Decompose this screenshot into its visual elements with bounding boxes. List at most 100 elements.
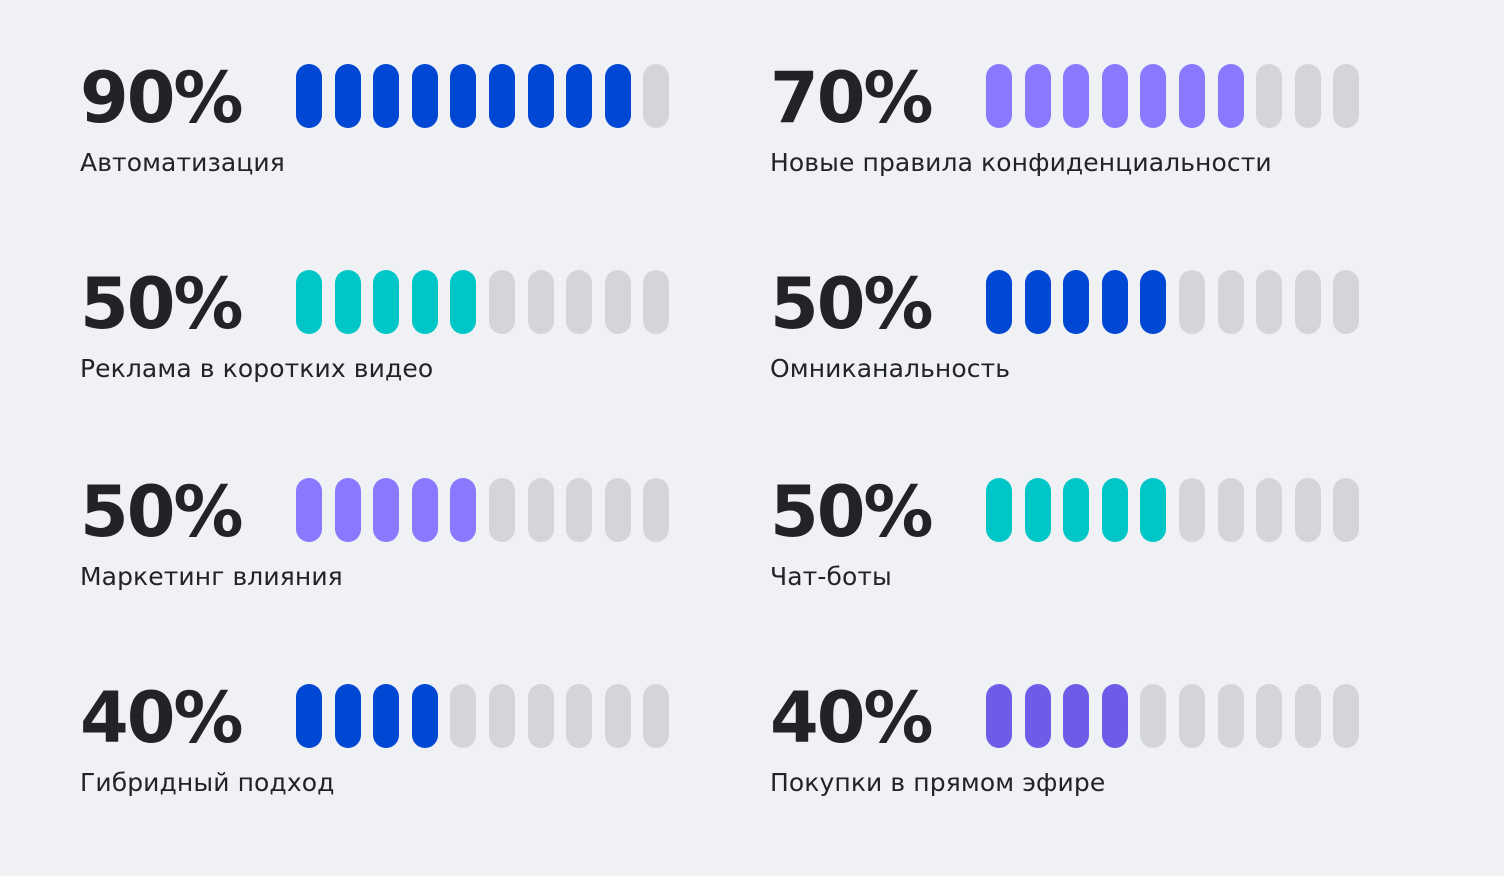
stat-label: Новые правила конфиденциальности bbox=[770, 148, 1272, 177]
stat-value: 50% bbox=[770, 263, 934, 345]
stat-value: 90% bbox=[80, 57, 244, 139]
stat-label: Омниканальность bbox=[770, 354, 1011, 383]
bar-segment-filled bbox=[986, 64, 1012, 128]
bar-segment-filled bbox=[986, 684, 1012, 748]
bar-segment-filled bbox=[1101, 478, 1128, 542]
stat-label: Чат-боты bbox=[770, 562, 892, 591]
bar-segment-empty bbox=[1217, 684, 1244, 748]
bar-segment-filled bbox=[334, 64, 361, 128]
bar-segment-empty bbox=[1333, 478, 1360, 542]
bar-segment-empty bbox=[643, 270, 670, 334]
bar-segment-filled bbox=[411, 478, 438, 542]
bar-segment-empty bbox=[1217, 478, 1244, 542]
bar-segment-empty bbox=[1294, 270, 1321, 334]
bar-segment-empty bbox=[1294, 684, 1321, 748]
segment-bar bbox=[296, 684, 670, 748]
bar-segment-filled bbox=[488, 64, 515, 128]
bar-segment-filled bbox=[1063, 478, 1090, 542]
bar-segment-empty bbox=[1178, 478, 1205, 542]
bar-segment-filled bbox=[1024, 478, 1051, 542]
stat-label: Гибридный подход bbox=[80, 768, 335, 797]
bar-segment-filled bbox=[1024, 684, 1051, 748]
segment-bar bbox=[296, 270, 670, 334]
stat-label: Покупки в прямом эфире bbox=[770, 768, 1106, 797]
bar-segment-empty bbox=[488, 478, 515, 542]
stat-short-video-ads: 50% Реклама в коротких видео bbox=[80, 263, 720, 420]
bar-segment-empty bbox=[488, 270, 515, 334]
bar-segment-filled bbox=[296, 684, 322, 748]
bar-segment-empty bbox=[450, 684, 477, 748]
bar-segment-empty bbox=[1256, 64, 1283, 128]
bar-segment-filled bbox=[1140, 64, 1167, 128]
stat-value: 50% bbox=[80, 471, 244, 553]
bar-segment-empty bbox=[527, 684, 554, 748]
bar-segment-empty bbox=[1333, 270, 1360, 334]
bar-segment-filled bbox=[1101, 684, 1128, 748]
stat-label: Маркетинг влияния bbox=[80, 562, 343, 591]
bar-segment-filled bbox=[1063, 684, 1090, 748]
bar-segment-empty bbox=[566, 478, 593, 542]
bar-segment-empty bbox=[1217, 270, 1244, 334]
stat-chatbots: 50% Чат-боты bbox=[770, 471, 1410, 628]
bar-segment-empty bbox=[566, 270, 593, 334]
stat-automation: 90% Автоматизация bbox=[80, 57, 720, 214]
bar-segment-filled bbox=[1063, 270, 1090, 334]
bar-segment-filled bbox=[411, 270, 438, 334]
bar-segment-filled bbox=[450, 270, 477, 334]
bar-segment-filled bbox=[1217, 64, 1244, 128]
segment-bar bbox=[296, 64, 670, 128]
stat-live-shopping: 40% Покупки в прямом эфире bbox=[770, 683, 1410, 834]
bar-segment-filled bbox=[373, 64, 400, 128]
bar-segment-empty bbox=[1178, 270, 1205, 334]
bar-segment-empty bbox=[1256, 684, 1283, 748]
bar-segment-filled bbox=[296, 478, 322, 542]
stat-value: 50% bbox=[770, 471, 934, 553]
bar-segment-empty bbox=[643, 684, 670, 748]
bar-segment-empty bbox=[1333, 684, 1360, 748]
stat-value: 40% bbox=[80, 677, 244, 759]
bar-segment-filled bbox=[986, 478, 1012, 542]
segment-bar bbox=[986, 64, 1360, 128]
bar-segment-filled bbox=[1140, 478, 1167, 542]
bar-segment-filled bbox=[334, 478, 361, 542]
bar-segment-empty bbox=[1294, 64, 1321, 128]
bar-segment-filled bbox=[1178, 64, 1205, 128]
bar-segment-filled bbox=[450, 478, 477, 542]
stat-omnichannel: 50% Омниканальность bbox=[770, 263, 1410, 420]
bar-segment-empty bbox=[643, 64, 670, 128]
bar-segment-empty bbox=[527, 270, 554, 334]
stat-label: Автоматизация bbox=[80, 148, 285, 177]
segment-bar bbox=[986, 270, 1360, 334]
bar-segment-filled bbox=[566, 64, 593, 128]
bar-segment-filled bbox=[373, 684, 400, 748]
bar-segment-filled bbox=[373, 270, 400, 334]
bar-segment-filled bbox=[334, 684, 361, 748]
bar-segment-filled bbox=[527, 64, 554, 128]
bar-segment-empty bbox=[488, 684, 515, 748]
bar-segment-filled bbox=[1024, 270, 1051, 334]
stat-hybrid-approach: 40% Гибридный подход bbox=[80, 677, 720, 834]
bar-segment-empty bbox=[1256, 478, 1283, 542]
bar-segment-filled bbox=[1140, 270, 1167, 334]
bar-segment-empty bbox=[566, 684, 593, 748]
bar-segment-empty bbox=[1256, 270, 1283, 334]
bar-segment-filled bbox=[604, 64, 631, 128]
bar-segment-filled bbox=[450, 64, 477, 128]
bar-segment-filled bbox=[986, 270, 1012, 334]
bar-segment-empty bbox=[643, 478, 670, 542]
bar-segment-filled bbox=[1101, 64, 1128, 128]
stat-influence-marketing: 50% Маркетинг влияния bbox=[80, 471, 720, 628]
bar-segment-empty bbox=[1140, 684, 1167, 748]
bar-segment-empty bbox=[604, 478, 631, 542]
bar-segment-filled bbox=[1101, 270, 1128, 334]
bar-segment-empty bbox=[1178, 684, 1205, 748]
bar-segment-filled bbox=[411, 684, 438, 748]
bar-segment-empty bbox=[604, 270, 631, 334]
stat-label: Реклама в коротких видео bbox=[80, 354, 434, 383]
bar-segment-filled bbox=[1063, 64, 1090, 128]
bar-segment-empty bbox=[1333, 64, 1360, 128]
stat-privacy-rules: 70% Новые правила конфиденциальности bbox=[770, 63, 1410, 214]
bar-segment-empty bbox=[1294, 478, 1321, 542]
stat-value: 50% bbox=[80, 263, 244, 345]
bar-segment-filled bbox=[373, 478, 400, 542]
